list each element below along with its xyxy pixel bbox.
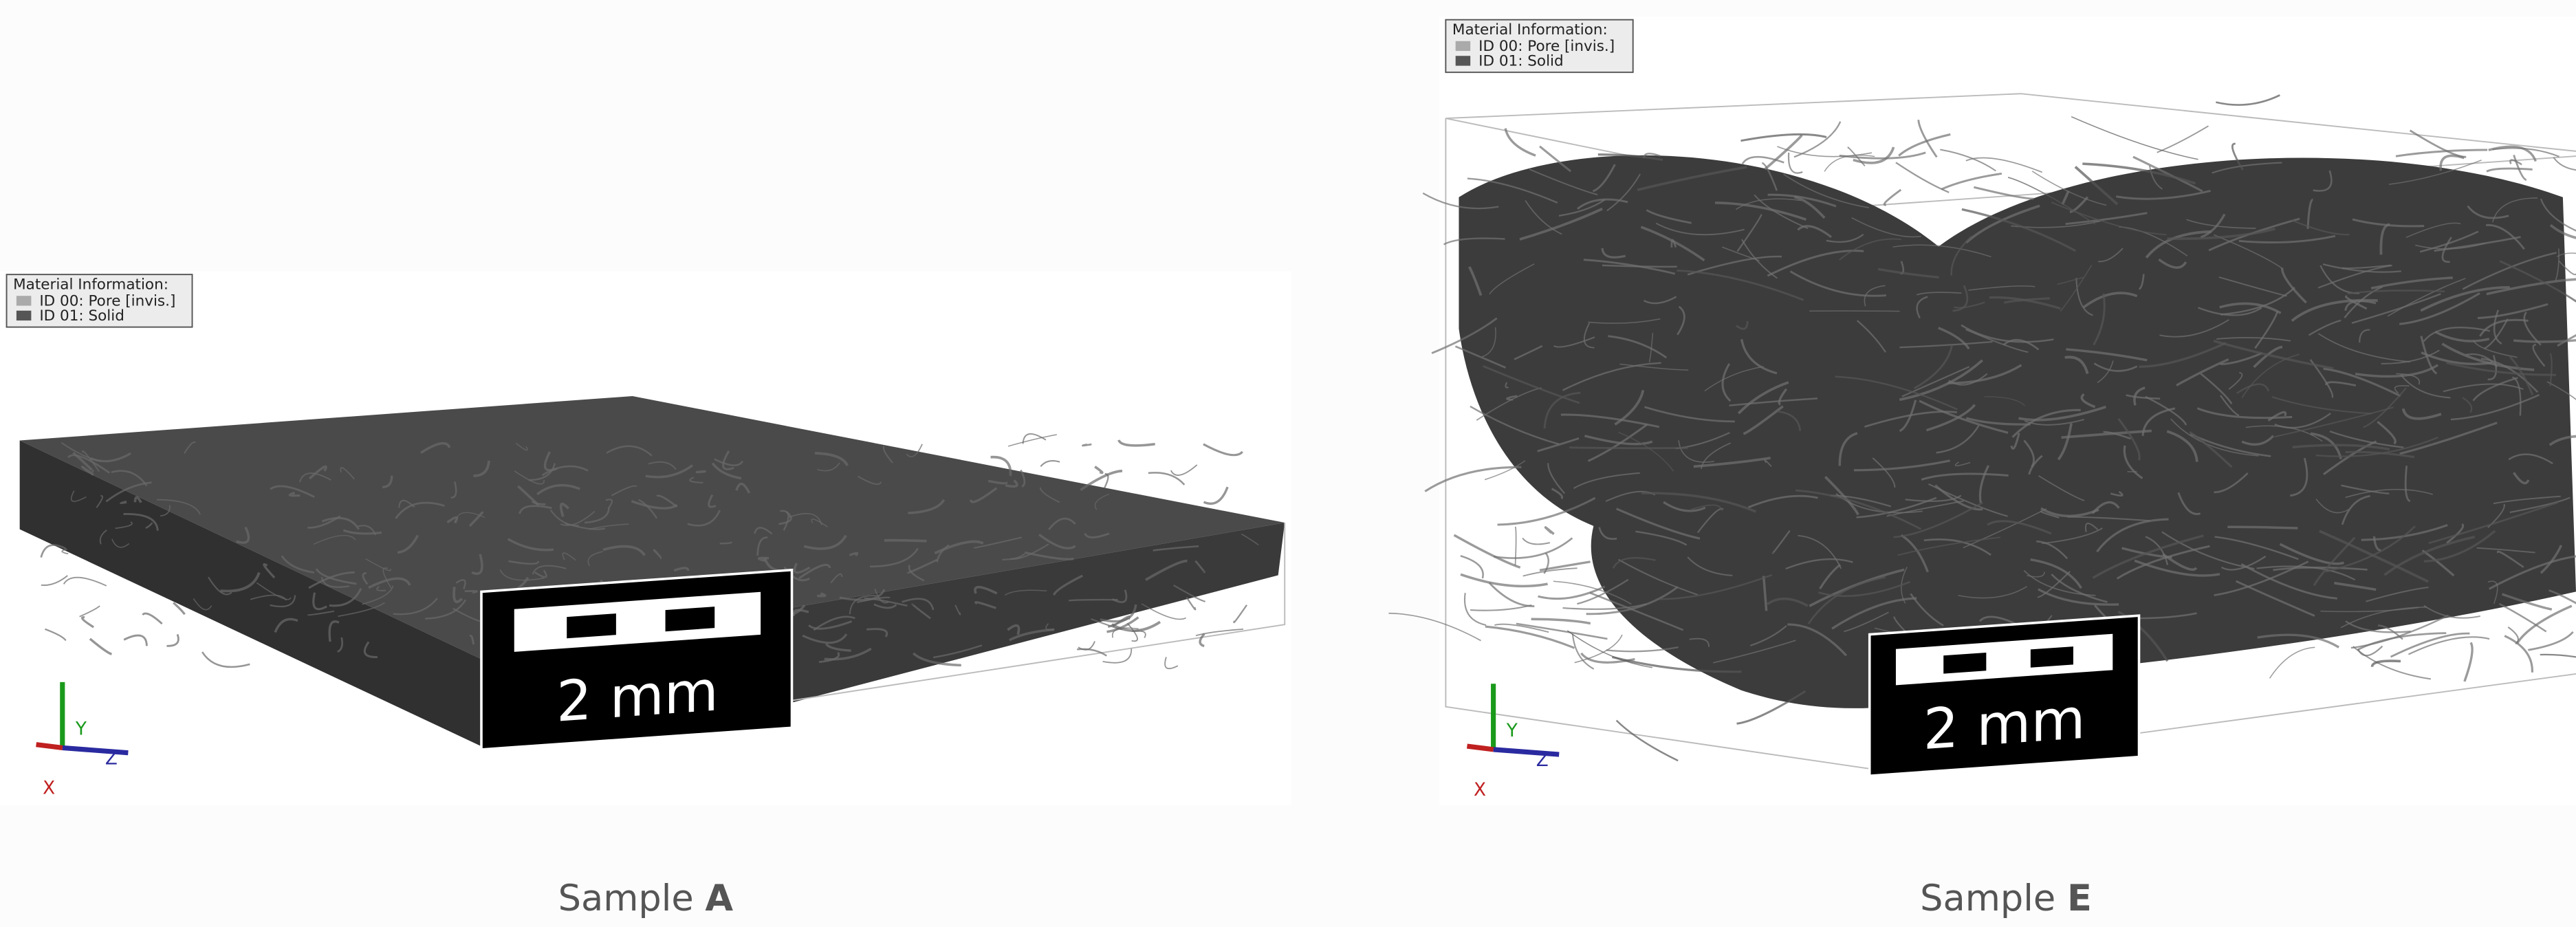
panel-a: Material Information: ID 00: Pore [invis…: [0, 271, 1291, 919]
scale-bar: 2 mm: [481, 570, 792, 750]
axis-y-label: Y: [75, 719, 87, 739]
scale-bar-tick: [2031, 646, 2073, 668]
scale-bar: 2 mm: [1870, 615, 2139, 776]
caption-letter: E: [2067, 877, 2092, 919]
panel-e: Material Information: ID 00: Pore [invis…: [1388, 17, 2576, 919]
axis-z-label: Z: [105, 748, 118, 769]
fiber: [697, 471, 706, 472]
fiber: [2227, 527, 2297, 528]
scale-bar-label: 2 mm: [1923, 686, 2086, 763]
page: Material Information: ID 00: Pore [invis…: [0, 0, 2576, 927]
legend-item: ID 01: Solid: [1478, 53, 1564, 70]
caption-letter: A: [705, 877, 733, 919]
axis-x-label: X: [1474, 780, 1486, 800]
caption-prefix: Sample: [558, 877, 694, 919]
legend-title: Material Information:: [13, 276, 168, 294]
figure: Material Information: ID 00: Pore [invis…: [0, 0, 2576, 927]
axis-x: [1467, 746, 1493, 750]
scale-bar-tick: [1943, 653, 1986, 674]
axis-x: [36, 745, 63, 748]
legend-item: ID 01: Solid: [39, 307, 124, 325]
fiber: [1515, 527, 1516, 565]
scale-bar-label: 2 mm: [556, 658, 719, 734]
legend-icon: [1456, 56, 1471, 65]
scale-bar-tick: [567, 613, 616, 638]
legend-icon: [17, 311, 32, 320]
legend-title: Material Information:: [1452, 21, 1608, 39]
axis-y-label: Y: [1506, 721, 1518, 741]
legend-icon: [17, 296, 32, 305]
axis-z-label: Z: [1536, 750, 1549, 771]
caption: Sample E: [1920, 877, 2092, 919]
caption: Sample A: [558, 877, 734, 919]
scale-bar-tick: [666, 607, 715, 631]
axis-x-label: X: [43, 778, 55, 798]
fiber: [1082, 444, 1091, 446]
legend-icon: [1456, 41, 1471, 51]
caption-prefix: Sample: [1920, 877, 2055, 919]
